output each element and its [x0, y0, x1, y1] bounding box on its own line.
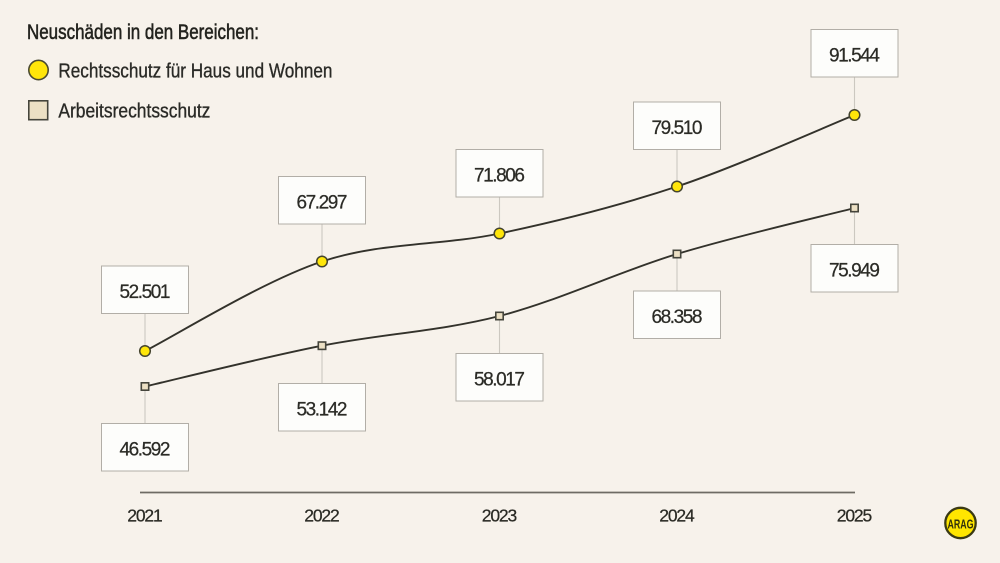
- svg-text:67.297: 67.297: [297, 192, 348, 213]
- svg-text:ARAG: ARAG: [948, 517, 974, 532]
- svg-text:53.142: 53.142: [297, 399, 348, 420]
- svg-text:46.592: 46.592: [120, 439, 171, 460]
- svg-text:2025: 2025: [837, 506, 873, 526]
- svg-text:71.806: 71.806: [474, 165, 525, 186]
- svg-text:52.501: 52.501: [120, 282, 171, 303]
- svg-text:58.017: 58.017: [474, 369, 525, 390]
- svg-text:2023: 2023: [482, 506, 518, 526]
- svg-text:68.358: 68.358: [652, 307, 703, 328]
- svg-text:Neuschäden in den Bereichen:: Neuschäden in den Bereichen:: [27, 20, 259, 44]
- svg-text:Arbeitsrechtsschutz: Arbeitsrechtsschutz: [58, 101, 210, 123]
- svg-text:75.949: 75.949: [829, 260, 880, 281]
- svg-text:Rechtsschutz für Haus und Wohn: Rechtsschutz für Haus und Wohnen: [58, 61, 332, 83]
- svg-text:2024: 2024: [659, 506, 695, 526]
- svg-text:79.510: 79.510: [652, 118, 703, 139]
- svg-text:2022: 2022: [304, 506, 340, 526]
- svg-text:2021: 2021: [127, 506, 163, 526]
- svg-text:91.544: 91.544: [829, 45, 880, 66]
